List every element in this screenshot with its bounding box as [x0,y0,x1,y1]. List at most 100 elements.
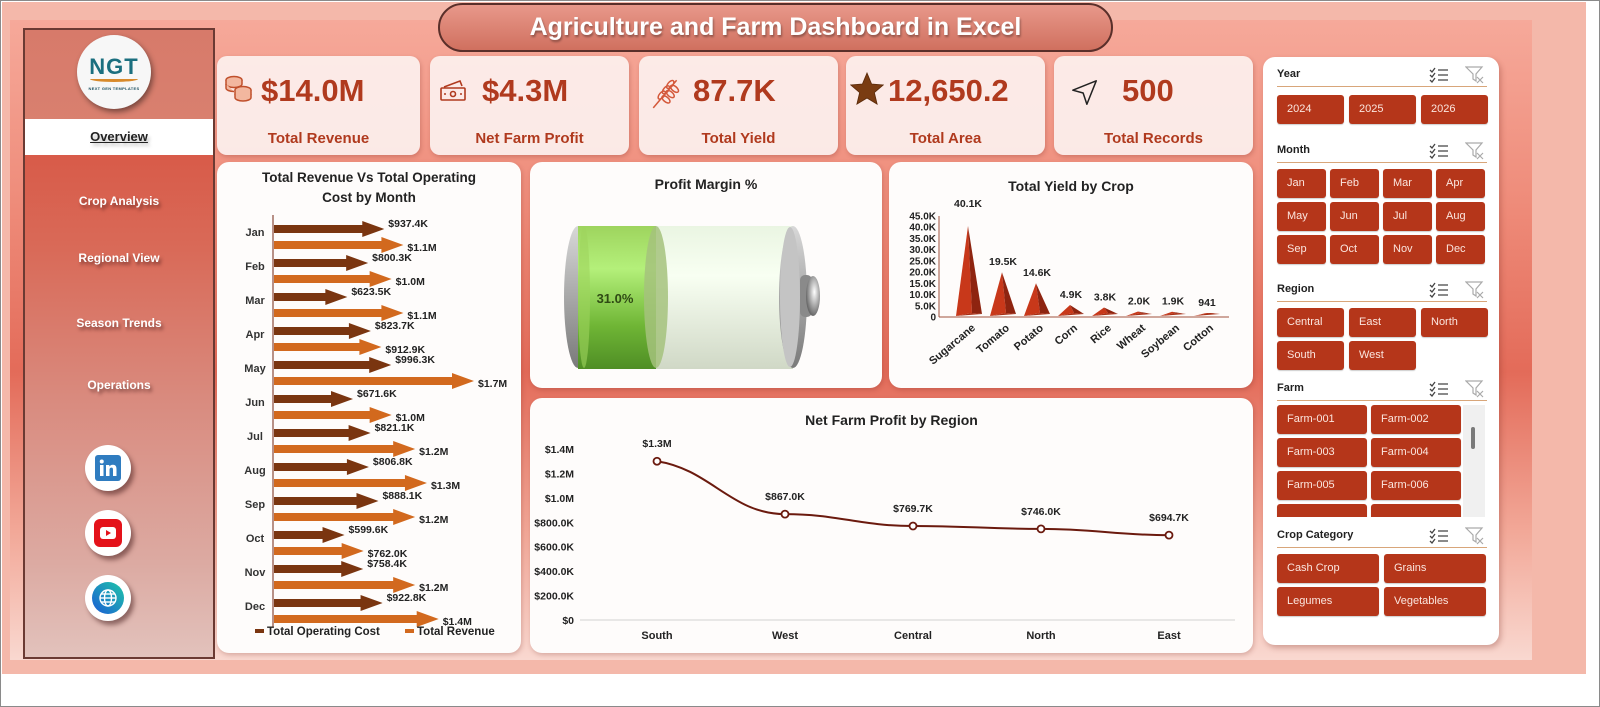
y-tick: $600.0K [534,542,574,554]
slicer-region-north[interactable]: North [1421,308,1488,337]
slicer-year-2026[interactable]: 2026 [1421,95,1488,124]
slicer-crop-legumes[interactable]: Legumes [1277,587,1379,616]
bar-arrow [274,493,379,509]
slicer-month-jun[interactable]: Jun [1330,202,1379,231]
slicer-region-south[interactable]: South [1277,341,1344,370]
data-label: $1.0M [396,412,425,424]
slicer-farm-002[interactable]: Farm-002 [1371,405,1461,434]
clear-filter-icon[interactable] [1465,281,1485,299]
y-axis-label: Feb [245,261,265,273]
youtube-button[interactable] [85,510,131,556]
data-label: $937.4K [388,218,428,230]
clear-filter-icon[interactable] [1465,142,1485,160]
data-label: $806.8K [373,456,413,468]
data-label: $762.0K [368,548,408,560]
line-chart-plot: $0 $200.0K $400.0K $600.0K $800.0K $1.0M $1.2M… [534,438,1235,642]
sidebar-item-regional-view[interactable]: Regional View [78,251,160,265]
x-tick: Central [894,630,932,642]
data-label: $1.1M [407,310,436,322]
kpi-value: 500 [1122,73,1174,108]
slicer-month-aug[interactable]: Aug [1436,202,1485,231]
data-label: $1.7M [478,378,507,390]
clear-filter-icon[interactable] [1465,380,1485,398]
bar-arrow [274,561,364,577]
sidebar-item-overview[interactable]: Overview [25,119,213,155]
globe-icon [92,582,124,614]
slicer-month-jan[interactable]: Jan [1277,169,1326,198]
slicer-month-nov[interactable]: Nov [1383,235,1432,264]
slicer-month-may[interactable]: May [1277,202,1326,231]
slicer-farm-partial[interactable] [1277,504,1367,517]
data-label: $1.2M [419,446,448,458]
slicer-farm-001[interactable]: Farm-001 [1277,405,1367,434]
data-label: 941 [1198,297,1216,309]
slicer-crop-vegetables[interactable]: Vegetables [1384,587,1486,616]
slicer-region-central[interactable]: Central [1277,308,1344,337]
slicer-year-2025[interactable]: 2025 [1349,95,1416,124]
kpi-label: Total Records [1104,130,1203,147]
sidebar-item-crop-analysis[interactable]: Crop Analysis [78,194,160,208]
slicer-year-2024[interactable]: 2024 [1277,95,1344,124]
bar-arrow [274,221,385,237]
multi-select-icon[interactable] [1429,143,1449,159]
slicer-farm-scrollbar[interactable] [1463,405,1485,517]
kpi-card-total-area: 12,650.2 Total Area [846,56,1045,155]
linkedin-icon [95,455,121,481]
slicer-month-mar[interactable]: Mar [1383,169,1432,198]
slicer-region-west[interactable]: West [1349,341,1416,370]
slicer-farm-003[interactable]: Farm-003 [1277,438,1367,467]
bar-arrow [274,255,369,271]
slicer-header-month: Month [1277,141,1487,163]
x-tick: North [1026,630,1056,642]
slicer-farm-005[interactable]: Farm-005 [1277,471,1367,500]
clear-filter-icon[interactable] [1465,527,1485,545]
clear-filter-icon[interactable] [1465,66,1485,84]
bar-arrow [274,475,427,491]
bar-arrow [274,339,382,355]
slicer-farm-006[interactable]: Farm-006 [1371,471,1461,500]
y-axis-label: Sep [245,499,265,511]
kpi-value: $14.0M [261,73,365,108]
youtube-icon [94,519,122,547]
data-point [1036,524,1046,534]
multi-select-icon[interactable] [1429,67,1449,83]
multi-select-icon[interactable] [1429,528,1449,544]
y-tick: $1.0M [545,493,574,505]
slicer-month-feb[interactable]: Feb [1330,169,1379,198]
slicer-crop-cash-crop[interactable]: Cash Crop [1277,554,1379,583]
slicer-crop-grains[interactable]: Grains [1384,554,1486,583]
slicer-month-sep[interactable]: Sep [1277,235,1326,264]
legend-item: Total Operating Cost [267,626,380,638]
slicer-farm-list: Farm-001 Farm-002 Farm-003 Farm-004 Farm… [1263,405,1499,517]
y-axis-label: Dec [245,601,265,613]
data-label: 4.9K [1060,289,1083,301]
data-label: 1.9K [1162,296,1185,308]
multi-select-icon[interactable] [1429,282,1449,298]
slicer-farm-partial[interactable] [1371,504,1461,517]
bar-arrow [274,527,345,543]
website-button[interactable] [85,575,131,621]
y-tick: $200.0K [534,591,574,603]
linkedin-button[interactable] [85,445,131,491]
coins-icon [225,75,252,102]
cash-icon [440,79,466,101]
x-tick: West [772,630,798,642]
x-tick: Sugarcane [927,322,978,367]
dashboard-title: Agriculture and Farm Dashboard in Excel [529,13,1022,41]
bar-chart-plot: Jan $937.4K $1.1M Feb $800.3K $1.0M Mar $623.5K… [244,215,507,638]
slicer-farm-004[interactable]: Farm-004 [1371,438,1461,467]
multi-select-icon[interactable] [1429,381,1449,397]
slicer-region-east[interactable]: East [1349,308,1416,337]
slicer-month-dec[interactable]: Dec [1436,235,1485,264]
slicer-month-oct[interactable]: Oct [1330,235,1379,264]
slicer-month-apr[interactable]: Apr [1436,169,1485,198]
y-tick: $0 [562,615,574,627]
kpi-card-total-revenue: $14.0M Total Revenue [217,56,420,155]
chart-title: Net Farm Profit by Region [805,412,978,428]
slicer-month-jul[interactable]: Jul [1383,202,1432,231]
sidebar-item-operations[interactable]: Operations [87,378,151,392]
scrollbar-thumb[interactable] [1471,427,1475,449]
sidebar-item-season-trends[interactable]: Season Trends [76,316,162,330]
data-point [652,456,662,466]
slicer-header-farm: Farm [1277,379,1487,401]
